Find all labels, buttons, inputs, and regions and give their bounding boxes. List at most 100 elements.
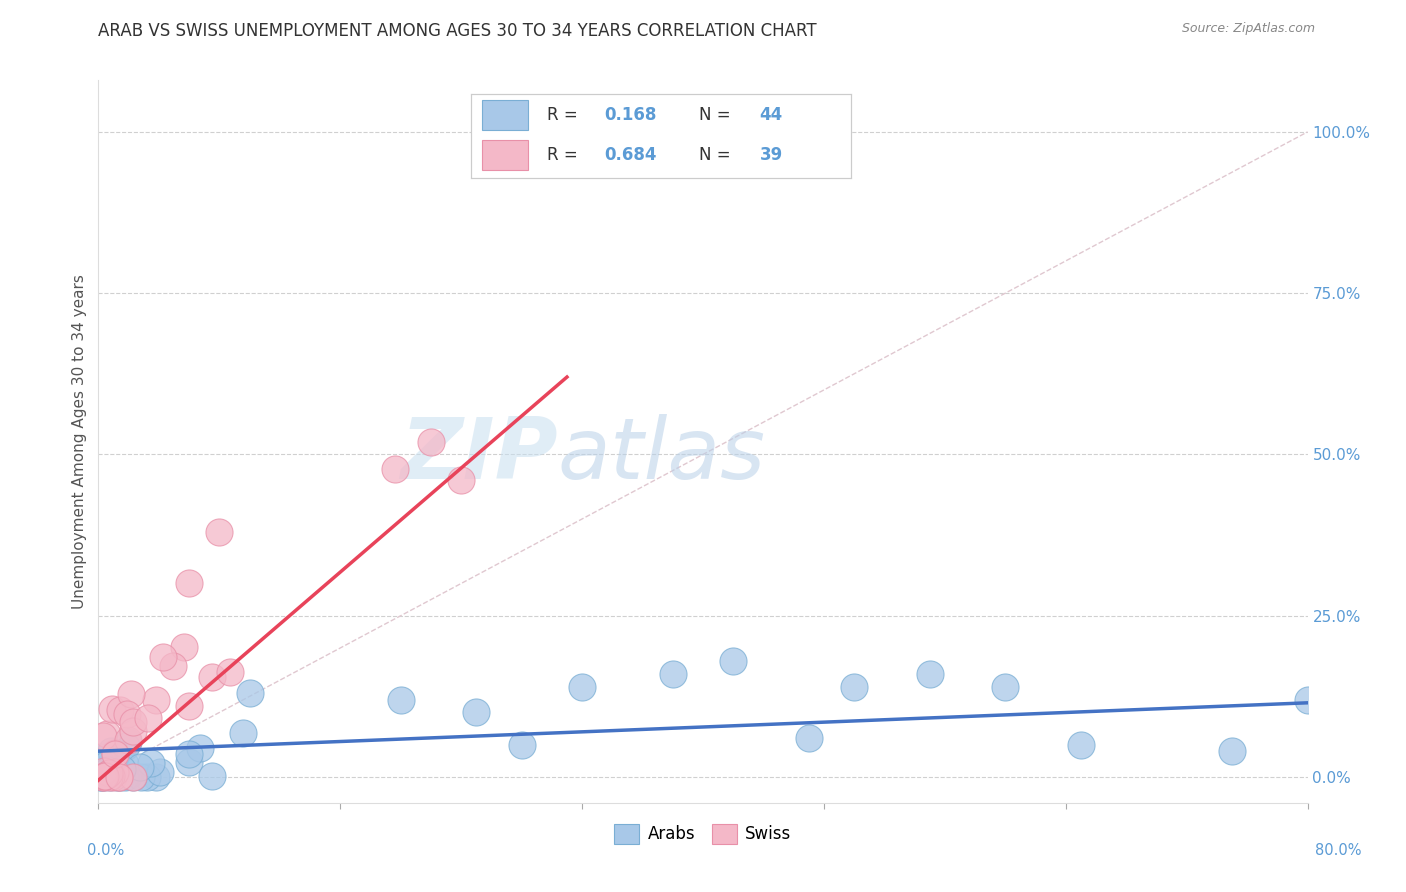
Point [105, 770, 128, 784]
Point [152, 649, 174, 664]
Point [162, 659, 184, 673]
Point [1220, 744, 1243, 758]
Point [122, 770, 145, 784]
Point [115, 739, 138, 754]
Point [108, 770, 131, 784]
Point [420, 434, 443, 449]
Point [98, 770, 121, 784]
Text: 0.684: 0.684 [605, 145, 657, 163]
Point [1070, 738, 1092, 752]
Text: atlas: atlas [558, 415, 766, 498]
Point [219, 665, 242, 679]
Point [120, 687, 142, 701]
Point [139, 756, 162, 770]
Point [90, 750, 112, 764]
Text: R =: R = [547, 145, 583, 163]
Point [101, 702, 124, 716]
Point [117, 769, 139, 783]
Point [107, 770, 129, 784]
Point [571, 680, 593, 694]
Point [131, 770, 153, 784]
Point [93, 770, 115, 784]
Point [108, 703, 131, 717]
Point [136, 710, 159, 724]
Point [797, 731, 820, 746]
Point [465, 706, 488, 720]
Point [110, 770, 132, 784]
Point [114, 770, 136, 784]
FancyBboxPatch shape [482, 140, 529, 169]
Point [661, 666, 683, 681]
Point [510, 738, 533, 752]
Point [201, 769, 224, 783]
Point [93, 764, 115, 779]
Point [239, 686, 262, 700]
Point [91, 729, 114, 743]
Point [90, 770, 112, 784]
Point [101, 770, 124, 784]
Point [136, 770, 159, 784]
Point [145, 770, 167, 784]
Point [723, 654, 745, 668]
Point [100, 769, 122, 783]
Text: R =: R = [547, 106, 583, 124]
Point [114, 757, 136, 772]
Point [98, 770, 121, 784]
Point [100, 744, 122, 758]
Legend: Arabs, Swiss: Arabs, Swiss [606, 815, 800, 852]
Point [994, 680, 1017, 694]
Point [179, 698, 201, 713]
Point [208, 524, 231, 539]
Point [97, 765, 120, 780]
Point [90, 756, 112, 770]
Point [96, 727, 118, 741]
Point [121, 770, 143, 784]
Text: 0.0%: 0.0% [87, 843, 124, 858]
Point [122, 723, 145, 738]
Text: 80.0%: 80.0% [1315, 843, 1362, 858]
Point [96, 768, 118, 782]
Point [149, 765, 172, 780]
Point [94, 769, 117, 783]
Point [129, 760, 152, 774]
Point [115, 706, 138, 721]
Text: 39: 39 [759, 145, 783, 163]
Point [96, 757, 118, 772]
FancyBboxPatch shape [482, 101, 529, 130]
Point [389, 692, 412, 706]
Text: Source: ZipAtlas.com: Source: ZipAtlas.com [1181, 22, 1315, 36]
Point [173, 640, 195, 654]
Point [188, 741, 211, 756]
Point [1296, 692, 1319, 706]
Point [91, 770, 114, 784]
Point [91, 770, 114, 784]
Point [104, 747, 127, 761]
Point [177, 747, 200, 761]
Point [179, 755, 201, 769]
Point [844, 680, 866, 694]
Point [555, 137, 578, 152]
Point [97, 763, 120, 777]
Point [179, 576, 201, 591]
Point [111, 762, 134, 776]
Point [918, 666, 941, 681]
Text: N =: N = [699, 106, 735, 124]
Point [122, 714, 145, 729]
Text: N =: N = [699, 145, 735, 163]
Point [201, 670, 224, 684]
Text: 0.168: 0.168 [605, 106, 657, 124]
Point [117, 734, 139, 748]
Point [232, 725, 254, 739]
Y-axis label: Unemployment Among Ages 30 to 34 years: Unemployment Among Ages 30 to 34 years [72, 274, 87, 609]
Point [110, 767, 132, 781]
Point [145, 693, 167, 707]
Point [93, 769, 115, 783]
Point [384, 462, 406, 476]
Point [90, 770, 112, 784]
Text: ZIP: ZIP [401, 415, 558, 498]
Point [104, 765, 127, 780]
Text: 44: 44 [759, 106, 783, 124]
Point [103, 747, 125, 761]
Text: ARAB VS SWISS UNEMPLOYMENT AMONG AGES 30 TO 34 YEARS CORRELATION CHART: ARAB VS SWISS UNEMPLOYMENT AMONG AGES 30… [98, 22, 817, 40]
Point [450, 473, 472, 487]
